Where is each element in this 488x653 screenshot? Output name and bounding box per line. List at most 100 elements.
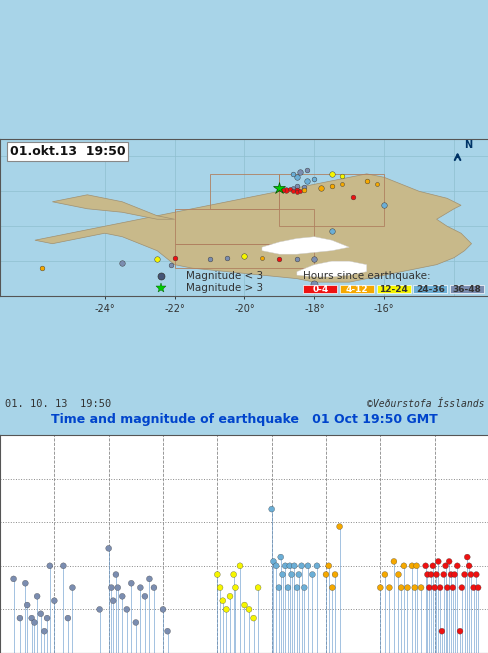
Point <box>132 617 140 628</box>
Point <box>122 604 130 614</box>
Point <box>450 569 458 580</box>
Point <box>278 569 286 580</box>
Point <box>464 560 472 571</box>
Point <box>249 613 257 624</box>
Point <box>285 560 293 571</box>
Point <box>416 582 424 593</box>
Point <box>433 556 441 567</box>
Point <box>46 560 54 571</box>
Point <box>421 560 428 571</box>
Point <box>322 569 329 580</box>
Point <box>219 596 226 606</box>
Polygon shape <box>52 195 174 219</box>
Point <box>437 626 445 637</box>
Point <box>96 604 103 614</box>
Point <box>287 569 295 580</box>
Point <box>68 582 76 593</box>
Point <box>43 613 51 624</box>
Point <box>244 604 252 614</box>
Point <box>10 573 18 584</box>
Point <box>443 582 450 593</box>
Text: 36-48: 36-48 <box>451 285 481 293</box>
Point <box>216 582 224 593</box>
Point <box>335 521 343 532</box>
FancyBboxPatch shape <box>303 285 337 293</box>
Point <box>423 569 430 580</box>
Point <box>254 582 262 593</box>
Text: Magnitude > 3: Magnitude > 3 <box>185 283 263 293</box>
Point <box>60 560 67 571</box>
Point <box>107 582 115 593</box>
Polygon shape <box>35 174 470 282</box>
Point <box>229 569 237 580</box>
Point <box>290 560 298 571</box>
Point <box>294 569 302 580</box>
Point <box>222 604 230 614</box>
Point <box>276 552 284 562</box>
Polygon shape <box>296 261 366 277</box>
FancyBboxPatch shape <box>339 285 373 293</box>
Point <box>159 604 166 614</box>
Text: Time and magnitude of earthquake   01 Oct 19:50 GMT: Time and magnitude of earthquake 01 Oct … <box>51 413 437 426</box>
Point <box>410 582 418 593</box>
Point <box>213 569 221 580</box>
Point <box>272 560 280 571</box>
Point <box>231 582 239 593</box>
Point <box>114 582 122 593</box>
Point <box>452 560 460 571</box>
Text: 01. 10. 13  19:50: 01. 10. 13 19:50 <box>5 399 111 409</box>
Point <box>455 626 463 637</box>
Point <box>463 552 470 562</box>
Point <box>145 573 153 584</box>
Point <box>30 617 38 628</box>
Point <box>425 582 432 593</box>
Point <box>118 591 126 601</box>
Point <box>141 591 148 601</box>
Point <box>469 582 477 593</box>
Point <box>380 569 388 580</box>
Point <box>432 569 440 580</box>
Text: 12-24: 12-24 <box>378 285 407 293</box>
Point <box>426 569 434 580</box>
Point <box>23 600 31 611</box>
Point <box>435 582 443 593</box>
Point <box>225 591 233 601</box>
Point <box>281 560 288 571</box>
Point <box>109 596 117 606</box>
Text: Hours since earthquake:: Hours since earthquake: <box>303 270 430 281</box>
Point <box>403 582 410 593</box>
Bar <box>174 244 314 268</box>
Point <box>399 560 407 571</box>
Point <box>127 578 135 588</box>
Point <box>240 600 248 611</box>
Point <box>407 560 415 571</box>
Text: 0-4: 0-4 <box>311 285 328 293</box>
Point <box>50 596 58 606</box>
Point <box>445 556 452 567</box>
Point <box>136 582 144 593</box>
Point <box>41 626 48 637</box>
Point <box>236 560 244 571</box>
Point <box>471 569 479 580</box>
Point <box>466 569 474 580</box>
Point <box>324 560 332 571</box>
Point <box>300 582 307 593</box>
Polygon shape <box>262 236 348 254</box>
FancyBboxPatch shape <box>376 285 410 293</box>
Text: 01.okt.13  19:50: 01.okt.13 19:50 <box>10 145 125 158</box>
Point <box>16 613 24 624</box>
Point <box>412 560 420 571</box>
Text: N: N <box>464 140 472 150</box>
Point <box>389 556 397 567</box>
Point <box>33 591 41 601</box>
Point <box>460 569 468 580</box>
Bar <box>209 174 279 209</box>
Point <box>439 569 447 580</box>
Point <box>21 578 29 588</box>
Bar <box>279 174 384 226</box>
Text: 4-12: 4-12 <box>345 285 367 293</box>
Point <box>37 609 44 619</box>
Point <box>28 613 36 624</box>
FancyBboxPatch shape <box>412 285 447 293</box>
Point <box>376 582 384 593</box>
